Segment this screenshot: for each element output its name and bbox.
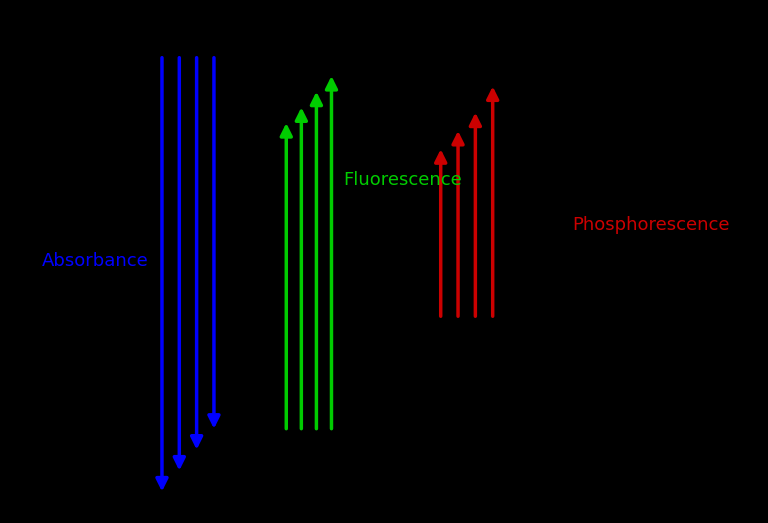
Text: Absorbance: Absorbance [41,253,148,270]
Text: Phosphorescence: Phosphorescence [573,216,730,234]
Text: Fluorescence: Fluorescence [343,172,462,189]
